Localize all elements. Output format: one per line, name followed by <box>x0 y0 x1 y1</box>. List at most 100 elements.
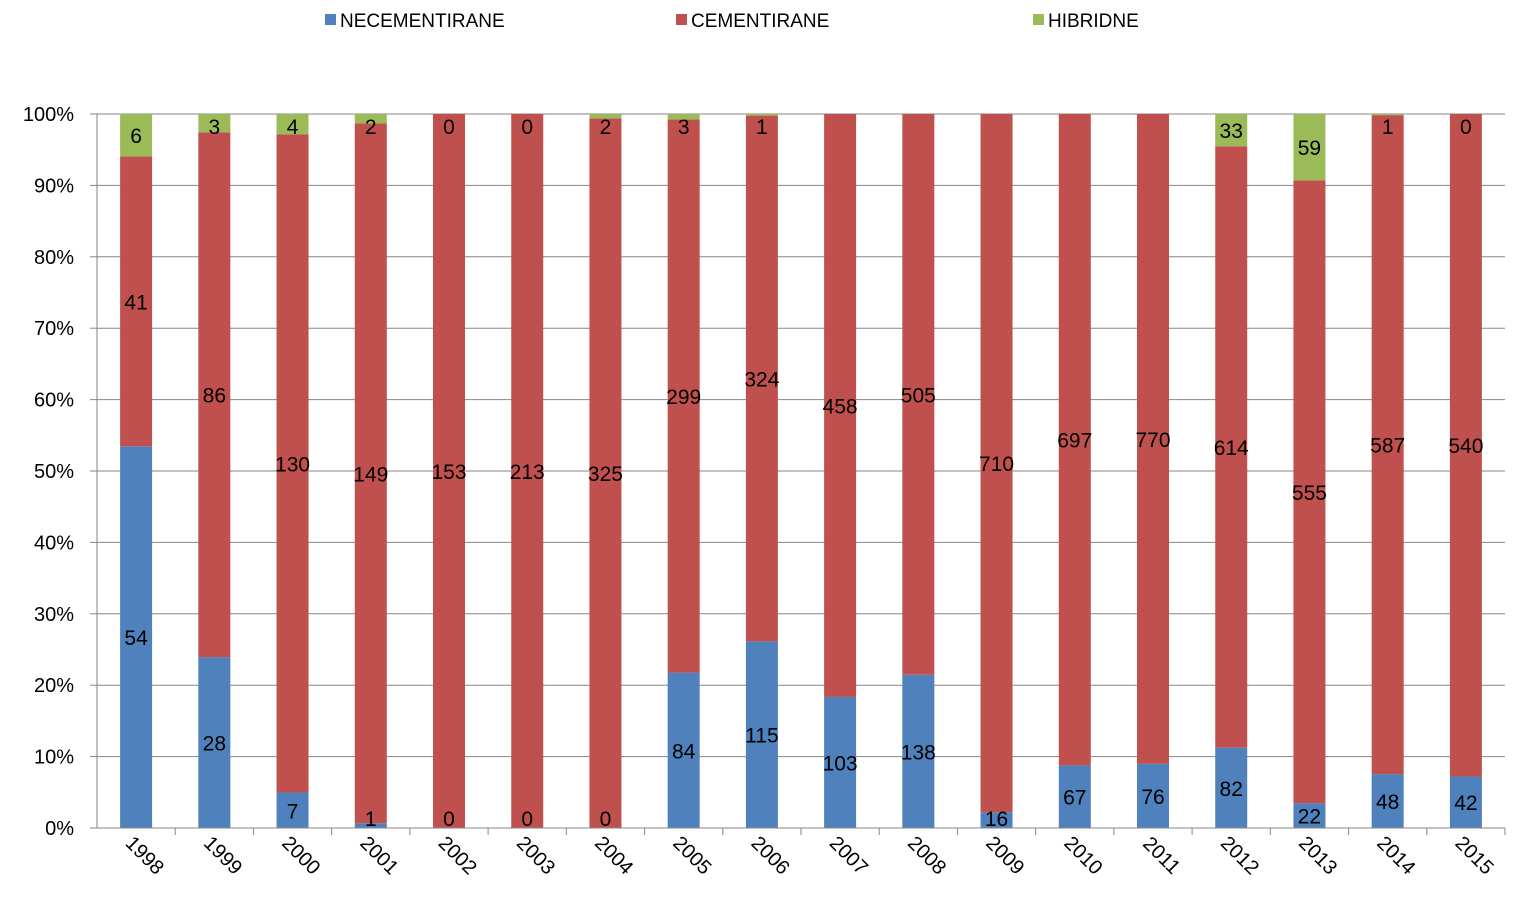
bar-segment-necementirane-2011 <box>1137 763 1169 828</box>
x-tick-label-2008: 2008 <box>903 832 950 879</box>
bar-segment-cementirane-2006 <box>745 115 778 642</box>
legend-label-necementirane: NECEMENTIRANE <box>340 11 505 32</box>
bar-segment-hibridne-1998 <box>120 114 153 157</box>
data-label-necementirane-1999: 28 <box>203 733 226 756</box>
bar-segment-hibridne-1999 <box>198 114 231 133</box>
bar-segment-necementirane-2006 <box>745 641 778 828</box>
data-label-cementirane-1999: 86 <box>203 385 226 408</box>
data-label-cementirane-2006: 324 <box>744 369 779 392</box>
y-tick-label: 40% <box>34 532 74 554</box>
bars <box>120 114 1482 829</box>
x-tick-label-2015: 2015 <box>1451 832 1498 879</box>
data-label-necementirane-2010: 67 <box>1063 787 1086 810</box>
bar-segment-hibridne-2012 <box>1215 114 1248 147</box>
bar-segment-necementirane-2008 <box>902 674 935 828</box>
bar-segment-cementirane-2005 <box>667 119 700 673</box>
data-label-cementirane-2003: 213 <box>510 461 545 484</box>
bar-segment-necementirane-2012 <box>1215 747 1248 828</box>
x-tick-label-2002: 2002 <box>434 832 481 879</box>
bar-segment-hibridne-2013 <box>1293 114 1326 181</box>
data-label-cementirane-2011: 770 <box>1135 429 1170 452</box>
data-label-cementirane-2012: 614 <box>1214 437 1249 460</box>
data-label-cementirane-2010: 697 <box>1057 430 1092 453</box>
legend: NECEMENTIRANE CEMENTIRANE HIBRIDNE <box>325 11 1139 32</box>
bar-segment-necementirane-1998 <box>120 446 153 828</box>
y-tick-label: 100% <box>23 104 74 126</box>
data-label-hibridne-2000: 4 <box>287 116 299 139</box>
data-label-cementirane-2015: 540 <box>1448 435 1483 458</box>
bar-segment-necementirane-2007 <box>824 696 857 828</box>
data-label-hibridne-2001: 2 <box>365 116 377 139</box>
data-label-cementirane-2009: 710 <box>979 453 1014 476</box>
bar-segment-cementirane-2004 <box>589 118 622 829</box>
data-label-necementirane-2011: 76 <box>1141 786 1164 809</box>
y-tick-label: 70% <box>34 318 74 340</box>
x-tick-label-2012: 2012 <box>1216 832 1263 879</box>
bar-segment-necementirane-2000 <box>276 792 309 828</box>
data-label-hibridne-2006: 1 <box>756 116 768 139</box>
bar-segment-necementirane-2014 <box>1371 774 1404 828</box>
legend-swatch-necementirane <box>325 14 336 25</box>
bar-segment-cementirane-2000 <box>276 134 309 793</box>
bar-segment-necementirane-2013 <box>1293 803 1326 828</box>
data-label-necementirane-2004: 0 <box>600 808 612 831</box>
x-tick-label-2014: 2014 <box>1372 832 1419 879</box>
y-tick-label: 10% <box>34 747 74 769</box>
data-label-necementirane-2008: 138 <box>901 741 936 764</box>
data-label-necementirane-2006: 115 <box>745 725 778 748</box>
data-label-necementirane-1998: 54 <box>124 627 148 650</box>
data-label-cementirane-2001: 149 <box>353 463 388 486</box>
x-tick-label-2006: 2006 <box>747 832 794 879</box>
data-label-hibridne-2002: 0 <box>443 116 455 139</box>
x-tick-label-2009: 2009 <box>981 832 1028 879</box>
data-label-hibridne-2015: 0 <box>1460 116 1472 139</box>
data-label-necementirane-2007: 103 <box>823 752 858 775</box>
bar-segment-necementirane-2009 <box>980 812 1013 828</box>
x-tick-label-2005: 2005 <box>668 832 715 879</box>
grid-lines <box>97 113 1505 758</box>
bar-segment-cementirane-2015 <box>1449 114 1482 777</box>
legend-label-cementirane: CEMENTIRANE <box>691 11 829 32</box>
y-axis-tick-labels: 0% 10% 20% 30% 40% 50% 60% 70% 80% 90% 100% <box>23 104 74 840</box>
bar-segment-cementirane-2003 <box>511 114 544 828</box>
data-label-cementirane-2008: 505 <box>901 384 936 407</box>
x-tick-label-2004: 2004 <box>590 832 637 879</box>
y-tick-label: 60% <box>34 390 74 412</box>
x-tick-label-2003: 2003 <box>512 832 559 879</box>
data-label-cementirane-2000: 130 <box>275 453 310 476</box>
data-label-hibridne-2014: 1 <box>1382 116 1394 139</box>
data-label-necementirane-2013: 22 <box>1298 806 1321 829</box>
data-label-hibridne-1998: 6 <box>130 125 142 148</box>
data-label-necementirane-2002: 0 <box>443 808 455 831</box>
legend-swatch-cementirane <box>676 14 687 25</box>
data-label-cementirane-2014: 587 <box>1370 435 1405 458</box>
bar-segment-hibridne-2001 <box>354 114 387 124</box>
data-label-cementirane-1998: 41 <box>124 291 147 314</box>
bar-segment-cementirane-2001 <box>354 123 387 824</box>
data-label-necementirane-2005: 84 <box>672 740 696 763</box>
x-tick-label-1999: 1999 <box>199 832 246 879</box>
data-label-hibridne-2013: 59 <box>1298 137 1321 160</box>
data-label-necementirane-2012: 82 <box>1220 778 1243 801</box>
data-label-hibridne-2012: 33 <box>1220 120 1243 143</box>
x-tick-label-2010: 2010 <box>1060 832 1107 879</box>
bar-segment-cementirane-2002 <box>433 114 465 828</box>
bar-segment-hibridne-2004 <box>589 114 622 119</box>
bar-segment-cementirane-2011 <box>1137 114 1169 764</box>
y-tick-label: 30% <box>34 604 74 626</box>
bar-segment-cementirane-2013 <box>1293 180 1326 804</box>
bar-segment-cementirane-2012 <box>1215 146 1248 748</box>
bar-segment-necementirane-2015 <box>1449 776 1482 828</box>
data-label-cementirane-2004: 325 <box>588 463 623 486</box>
y-tick-label: 90% <box>34 175 74 197</box>
bar-segment-cementirane-2010 <box>1058 114 1091 766</box>
x-tick-label-2001: 2001 <box>356 832 403 879</box>
axes <box>90 113 1506 835</box>
bar-segment-cementirane-2007 <box>824 114 857 697</box>
data-label-necementirane-2003: 0 <box>521 808 533 831</box>
y-tick-label: 80% <box>34 247 74 269</box>
bar-segment-cementirane-2008 <box>902 114 935 675</box>
data-label-cementirane-2007: 458 <box>823 395 858 418</box>
x-tick-label-1998: 1998 <box>121 832 168 879</box>
